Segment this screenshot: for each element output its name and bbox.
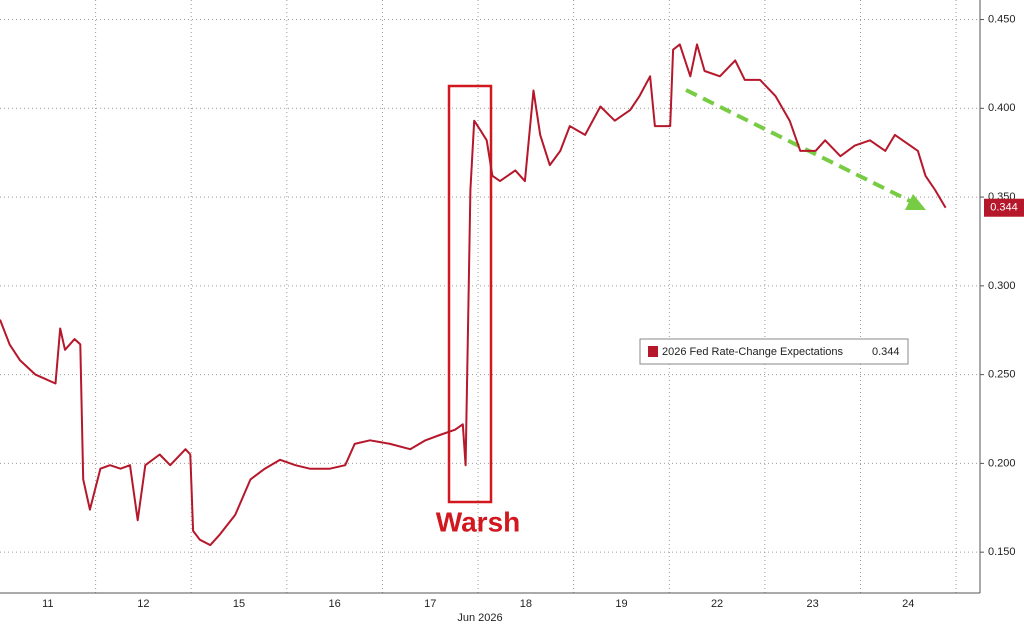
- x-tick-label: 19: [615, 598, 627, 610]
- series-line: [0, 43, 947, 547]
- x-tick-label: 22: [711, 598, 723, 610]
- annotation: Warsh: [436, 506, 521, 537]
- y-tick-label: 0.250: [988, 369, 1016, 381]
- trend-arrow: [685, 88, 913, 204]
- y-tick-label: 0.200: [988, 457, 1016, 469]
- last-value-label: 0.344: [990, 202, 1018, 214]
- trend-arrowhead: [905, 194, 926, 210]
- x-tick-label: 15: [233, 598, 245, 610]
- x-tick-label: 23: [807, 598, 819, 610]
- y-tick-label: 0.150: [988, 546, 1016, 558]
- x-tick-label: 12: [137, 598, 149, 610]
- x-tick-label: 11: [42, 598, 53, 610]
- legend-value: 0.344: [872, 346, 900, 358]
- x-tick-label: 17: [424, 598, 436, 610]
- highlight-box: [447, 84, 493, 504]
- last-value-tag: [984, 198, 1024, 217]
- x-tick-label: 16: [329, 598, 341, 610]
- legend-label: 2026 Fed Rate-Change Expectations: [662, 346, 844, 358]
- x-tick-label: 24: [902, 598, 914, 610]
- legend-swatch: [648, 346, 658, 357]
- y-tick-label: 0.450: [988, 13, 1016, 25]
- y-tick-label: 0.300: [988, 280, 1016, 292]
- legend: [639, 338, 909, 365]
- y-tick-label: 0.400: [988, 102, 1016, 114]
- x-axis-label: Jun 2026: [457, 612, 502, 624]
- x-tick-label: 18: [520, 598, 532, 610]
